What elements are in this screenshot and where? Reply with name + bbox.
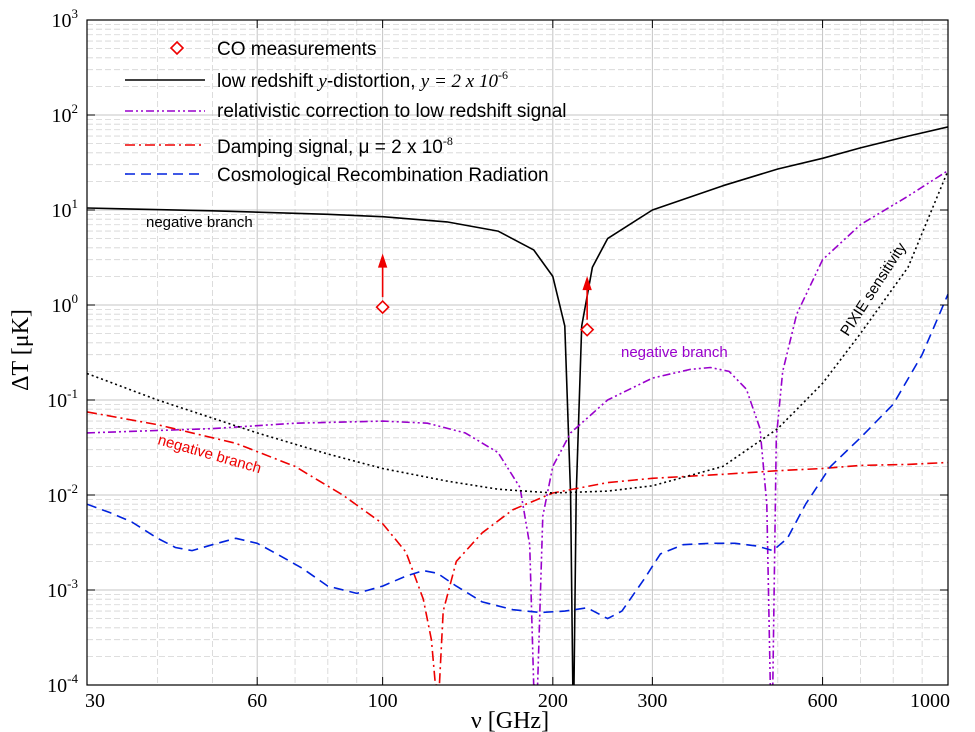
x-tick-label: 300 [637, 690, 667, 712]
series-line-damp [87, 411, 948, 685]
y-tick-label: 103 [52, 6, 79, 32]
co-arrow-head [377, 253, 388, 268]
legend-label-rel: relativistic correction to low redshift … [217, 101, 567, 122]
x-tick-label: 30 [85, 690, 105, 712]
x-axis-label: ν [GHz] [471, 708, 549, 732]
legend: CO measurements low redshift y-distortio… [125, 39, 567, 186]
co-arrow-head [582, 276, 592, 291]
series-line-y [87, 126, 948, 685]
legend-item-rel: relativistic correction to low redshift … [125, 101, 567, 122]
legend-item-co: CO measurements [169, 39, 376, 60]
co-measurement-point [375, 253, 390, 315]
series-line-crr [87, 293, 948, 620]
plot-frame [86, 19, 949, 686]
legend-label-crr: Cosmological Recombination Radiation [217, 165, 549, 186]
series-layer [87, 126, 948, 685]
co-measurement-point [580, 276, 595, 337]
y-tick-label: 10-3 [47, 576, 78, 602]
legend-label-y: low redshift y-distortion, y = 2 x 10-6 [217, 68, 508, 92]
legend-item-y: low redshift y-distortion, y = 2 x 10-6 [125, 68, 508, 92]
axis-tick-labels: 10-4 10-3 10-2 10-1 100 101 102 103 30 60 100 200 30… [47, 6, 950, 712]
co-markers-layer [375, 253, 595, 337]
series-line-pixie [87, 170, 948, 494]
legend-label-damp: Damping signal, μ = 2 x 10-8 [217, 134, 453, 158]
y-tick-label: 10-1 [47, 386, 78, 412]
x-tick-label: 600 [808, 690, 838, 712]
x-tick-label: 60 [247, 690, 267, 712]
y-tick-label: 101 [52, 196, 79, 222]
legend-co-marker [169, 40, 185, 56]
x-tick-label: 100 [368, 690, 398, 712]
series-line-rel [87, 169, 948, 685]
legend-label-co: CO measurements [217, 39, 376, 60]
annotation-negative-branch-rel: negative branch [621, 344, 728, 361]
y-tick-label: 100 [52, 291, 79, 317]
axis-ticks [86, 19, 949, 686]
x-tick-label: 200 [538, 690, 568, 712]
co-diamond-marker [375, 299, 390, 315]
y-axis-label: ΔT [μK] [8, 309, 34, 391]
legend-item-damp: Damping signal, μ = 2 x 10-8 [125, 134, 453, 158]
annotation-negative-branch-y: negative branch [146, 214, 253, 231]
legend-item-crr: Cosmological Recombination Radiation [125, 165, 549, 186]
y-tick-label: 10-2 [47, 481, 78, 507]
y-tick-label: 102 [52, 101, 79, 127]
y-tick-label: 10-4 [47, 671, 78, 697]
co-diamond-marker [580, 322, 595, 337]
x-tick-label: 1000 [910, 690, 950, 712]
